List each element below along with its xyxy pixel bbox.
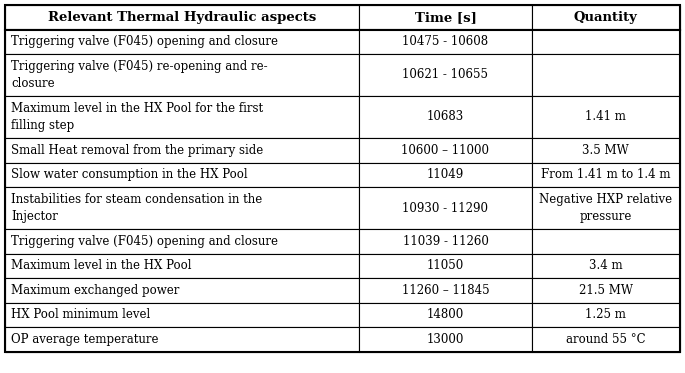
Text: 11260 – 11845: 11260 – 11845 <box>401 284 489 297</box>
Bar <box>532 303 680 327</box>
Text: Small Heat removal from the primary side: Small Heat removal from the primary side <box>11 144 263 157</box>
Bar <box>5 96 360 138</box>
Text: Quantity: Quantity <box>574 11 638 24</box>
Bar <box>5 254 360 278</box>
Text: Triggering valve (F045) opening and closure: Triggering valve (F045) opening and clos… <box>11 235 278 248</box>
Bar <box>5 327 360 351</box>
Bar <box>5 5 360 29</box>
Bar <box>5 54 360 96</box>
Bar <box>532 54 680 96</box>
Bar <box>5 229 360 254</box>
Bar <box>532 5 680 29</box>
Text: 10600 – 11000: 10600 – 11000 <box>401 144 490 157</box>
Text: Instabilities for steam condensation in the
Injector: Instabilities for steam condensation in … <box>11 193 262 223</box>
Text: 10930 - 11290: 10930 - 11290 <box>403 201 488 214</box>
Text: 11049: 11049 <box>427 168 464 181</box>
Text: From 1.41 m to 1.4 m: From 1.41 m to 1.4 m <box>541 168 671 181</box>
Bar <box>360 327 532 351</box>
Text: Maximum level in the HX Pool: Maximum level in the HX Pool <box>11 259 192 272</box>
Text: 10621 - 10655: 10621 - 10655 <box>403 69 488 81</box>
Bar <box>360 229 532 254</box>
Bar <box>360 163 532 187</box>
Text: 13000: 13000 <box>427 333 464 346</box>
Text: 1.41 m: 1.41 m <box>585 110 626 123</box>
Bar <box>5 303 360 327</box>
Text: 11039 - 11260: 11039 - 11260 <box>403 235 488 248</box>
Bar <box>532 29 680 54</box>
Text: 10683: 10683 <box>427 110 464 123</box>
Bar <box>360 138 532 163</box>
Bar <box>532 187 680 229</box>
Bar <box>360 303 532 327</box>
Bar <box>5 187 360 229</box>
Bar <box>360 29 532 54</box>
Bar <box>360 187 532 229</box>
Text: OP average temperature: OP average temperature <box>11 333 158 346</box>
Text: Triggering valve (F045) re-opening and re-
closure: Triggering valve (F045) re-opening and r… <box>11 60 268 90</box>
Text: 1.25 m: 1.25 m <box>585 308 626 321</box>
Bar <box>360 5 532 29</box>
Bar <box>360 278 532 303</box>
Bar <box>532 96 680 138</box>
Bar <box>5 138 360 163</box>
Bar <box>532 229 680 254</box>
Bar <box>360 254 532 278</box>
Bar <box>360 96 532 138</box>
Text: Triggering valve (F045) opening and closure: Triggering valve (F045) opening and clos… <box>11 35 278 48</box>
Text: Maximum level in the HX Pool for the first
filling step: Maximum level in the HX Pool for the fir… <box>11 102 263 132</box>
Text: Negative HXP relative
pressure: Negative HXP relative pressure <box>539 193 672 223</box>
Text: 21.5 MW: 21.5 MW <box>579 284 633 297</box>
Text: 3.4 m: 3.4 m <box>589 259 623 272</box>
Text: 10475 - 10608: 10475 - 10608 <box>402 35 488 48</box>
Bar <box>360 54 532 96</box>
Bar <box>532 163 680 187</box>
Bar <box>5 278 360 303</box>
Bar <box>532 278 680 303</box>
Text: Relevant Thermal Hydraulic aspects: Relevant Thermal Hydraulic aspects <box>48 11 316 24</box>
Text: 14800: 14800 <box>427 308 464 321</box>
Bar <box>5 29 360 54</box>
Bar <box>5 163 360 187</box>
Text: around 55 °C: around 55 °C <box>566 333 645 346</box>
Text: 11050: 11050 <box>427 259 464 272</box>
Bar <box>532 327 680 351</box>
Text: Time [s]: Time [s] <box>414 11 476 24</box>
Text: HX Pool minimum level: HX Pool minimum level <box>11 308 150 321</box>
Bar <box>532 254 680 278</box>
Bar <box>532 138 680 163</box>
Text: Maximum exchanged power: Maximum exchanged power <box>11 284 179 297</box>
Text: 3.5 MW: 3.5 MW <box>582 144 629 157</box>
Text: Slow water consumption in the HX Pool: Slow water consumption in the HX Pool <box>11 168 247 181</box>
